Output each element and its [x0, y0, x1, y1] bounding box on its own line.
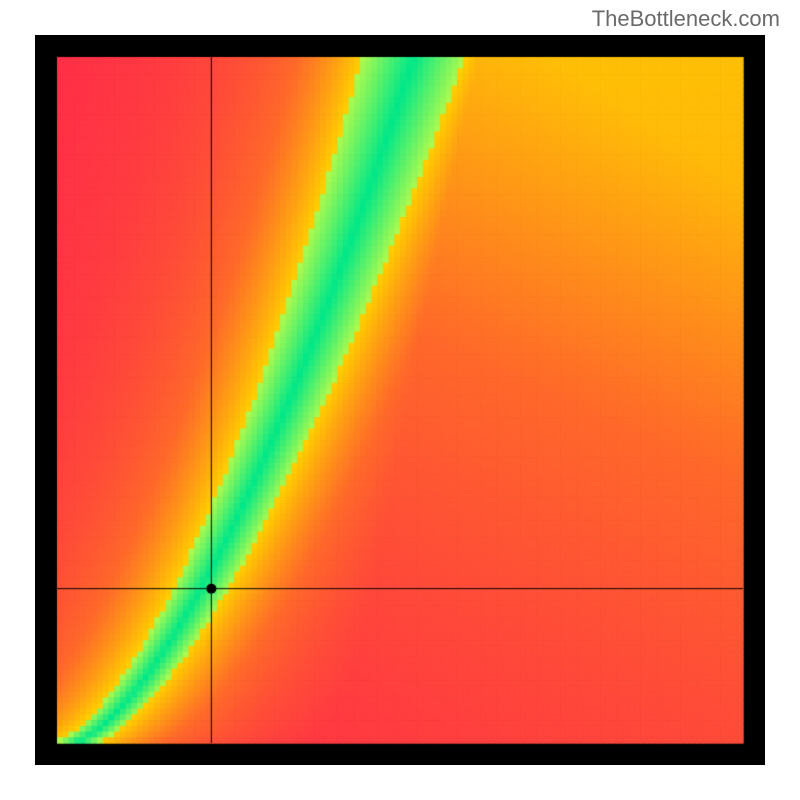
attribution-text: TheBottleneck.com [592, 6, 780, 32]
crosshair-overlay [35, 35, 765, 765]
heatmap-plot [35, 35, 765, 765]
